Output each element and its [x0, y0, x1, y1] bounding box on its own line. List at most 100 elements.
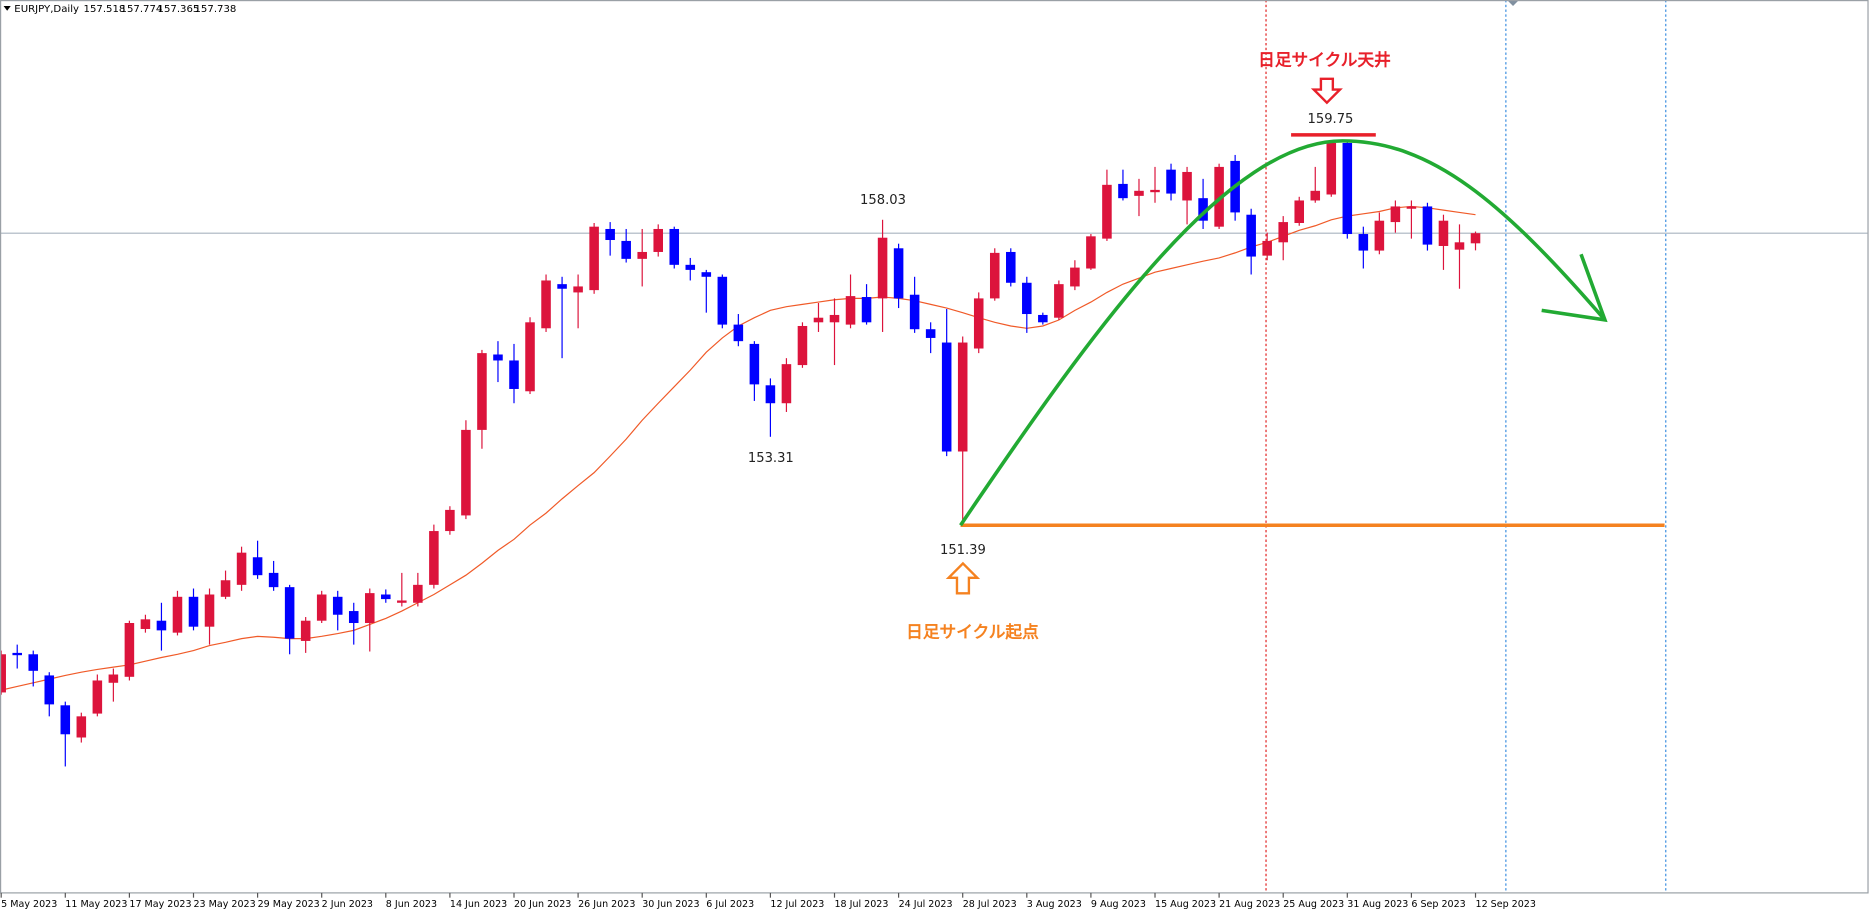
- candle-body: [701, 272, 712, 277]
- candle-body: [797, 325, 808, 366]
- candle-body: [12, 652, 22, 656]
- candle-body: [845, 296, 856, 325]
- plot-border: [0, 0, 1869, 894]
- candle-body: [765, 385, 776, 404]
- candle-body: [284, 587, 295, 639]
- candle-body: [1150, 189, 1160, 193]
- candle-body: [733, 324, 744, 342]
- candle-body: [1198, 198, 1208, 221]
- x-tick-label: 18 Jul 2023: [835, 899, 889, 910]
- x-tick-label: 21 Aug 2023: [1219, 899, 1280, 910]
- candle-body: [76, 716, 87, 738]
- candle-body: [316, 594, 327, 621]
- candle-body: [1262, 240, 1272, 256]
- candle-body: [1054, 284, 1064, 318]
- candle-body: [813, 317, 824, 323]
- x-tick-label: 3 Aug 2023: [1027, 899, 1082, 910]
- candle-body: [348, 611, 359, 624]
- x-tick-label: 17 May 2023: [129, 899, 191, 910]
- candle-body: [1438, 220, 1449, 246]
- x-tick-label: 6 Sep 2023: [1411, 899, 1465, 910]
- candle-body: [525, 322, 535, 392]
- candle-body: [332, 596, 343, 615]
- candle-body: [252, 557, 263, 576]
- candle-body: [1342, 142, 1353, 235]
- header-close: 157.738: [194, 4, 236, 15]
- candle-body: [1166, 169, 1176, 194]
- header-icon: [3, 5, 11, 11]
- candle-body: [365, 593, 375, 624]
- down-arrow: [1310, 77, 1343, 105]
- candle-body: [236, 552, 247, 585]
- candle-body: [60, 705, 71, 735]
- candle-body: [1102, 184, 1112, 239]
- candle-body: [204, 594, 215, 627]
- candle-body: [653, 228, 663, 252]
- annotation: 日足サイクル起点: [906, 621, 1039, 641]
- candle-body: [509, 360, 519, 389]
- candle-body: [477, 353, 487, 430]
- x-tick-label: 20 Jun 2023: [514, 899, 571, 910]
- price-label: 159.75: [1308, 112, 1354, 127]
- x-tick-label: 8 Jun 2023: [386, 899, 437, 910]
- candle-body: [749, 343, 760, 385]
- candle-body: [1214, 166, 1224, 227]
- x-tick-label: 25 Aug 2023: [1283, 899, 1344, 910]
- candle-body: [300, 620, 311, 641]
- candle-body: [573, 286, 583, 293]
- candle-body: [621, 240, 631, 259]
- candle-body: [156, 620, 167, 631]
- x-tick-label: 30 Jun 2023: [642, 899, 699, 910]
- candle-body: [493, 354, 503, 361]
- x-tick-label: 15 Aug 2023: [1155, 899, 1216, 910]
- candle-body: [1070, 267, 1080, 287]
- candle-body: [44, 675, 55, 705]
- shift-marker: [1507, 0, 1519, 6]
- x-tick-label: 24 Jul 2023: [899, 899, 953, 910]
- x-tick-label: 11 May 2023: [65, 899, 127, 910]
- candle-body: [1134, 190, 1144, 196]
- candle-body: [188, 596, 199, 627]
- price-label: 151.39: [940, 543, 986, 558]
- candle-body: [108, 674, 119, 683]
- candle-body: [589, 226, 599, 291]
- header-high: 157.774: [121, 4, 163, 15]
- x-tick-label: 29 May 2023: [258, 899, 320, 910]
- candle-body: [172, 596, 183, 633]
- candle-body: [124, 623, 135, 677]
- candle-body: [925, 329, 936, 338]
- candle-body: [829, 314, 840, 323]
- candle-body: [1310, 190, 1321, 201]
- x-tick-label: 23 May 2023: [193, 899, 255, 910]
- candle-body: [397, 600, 407, 603]
- candle-body: [28, 654, 39, 671]
- candle-body: [1182, 171, 1192, 201]
- candle-body: [1038, 314, 1048, 323]
- header-low: 157.365: [158, 4, 200, 15]
- candle-body: [557, 284, 567, 289]
- candle-body: [1006, 251, 1016, 283]
- chart-title: EURJPY,Daily: [14, 4, 79, 15]
- up-arrow: [945, 561, 981, 595]
- candle-body: [1470, 233, 1481, 244]
- x-tick-label: 12 Sep 2023: [1476, 899, 1536, 910]
- candle-body: [941, 342, 952, 452]
- x-tick-label: 28 Jul 2023: [963, 899, 1017, 910]
- plot: [0, 140, 1868, 767]
- candle-body: [861, 297, 872, 323]
- candle-body: [1422, 206, 1433, 245]
- x-tick-label: 26 Jun 2023: [578, 899, 635, 910]
- candle-body: [1118, 183, 1128, 199]
- candle-body: [0, 654, 6, 693]
- candle-body: [1086, 236, 1096, 269]
- candle-body: [268, 572, 279, 588]
- candle-body: [1326, 142, 1337, 195]
- candle-body: [461, 429, 471, 516]
- candle-body: [973, 298, 984, 349]
- cycle-curve: [959, 139, 1607, 527]
- candle-body: [669, 228, 680, 265]
- arrow-head: [1541, 253, 1608, 323]
- candle-body: [381, 594, 391, 600]
